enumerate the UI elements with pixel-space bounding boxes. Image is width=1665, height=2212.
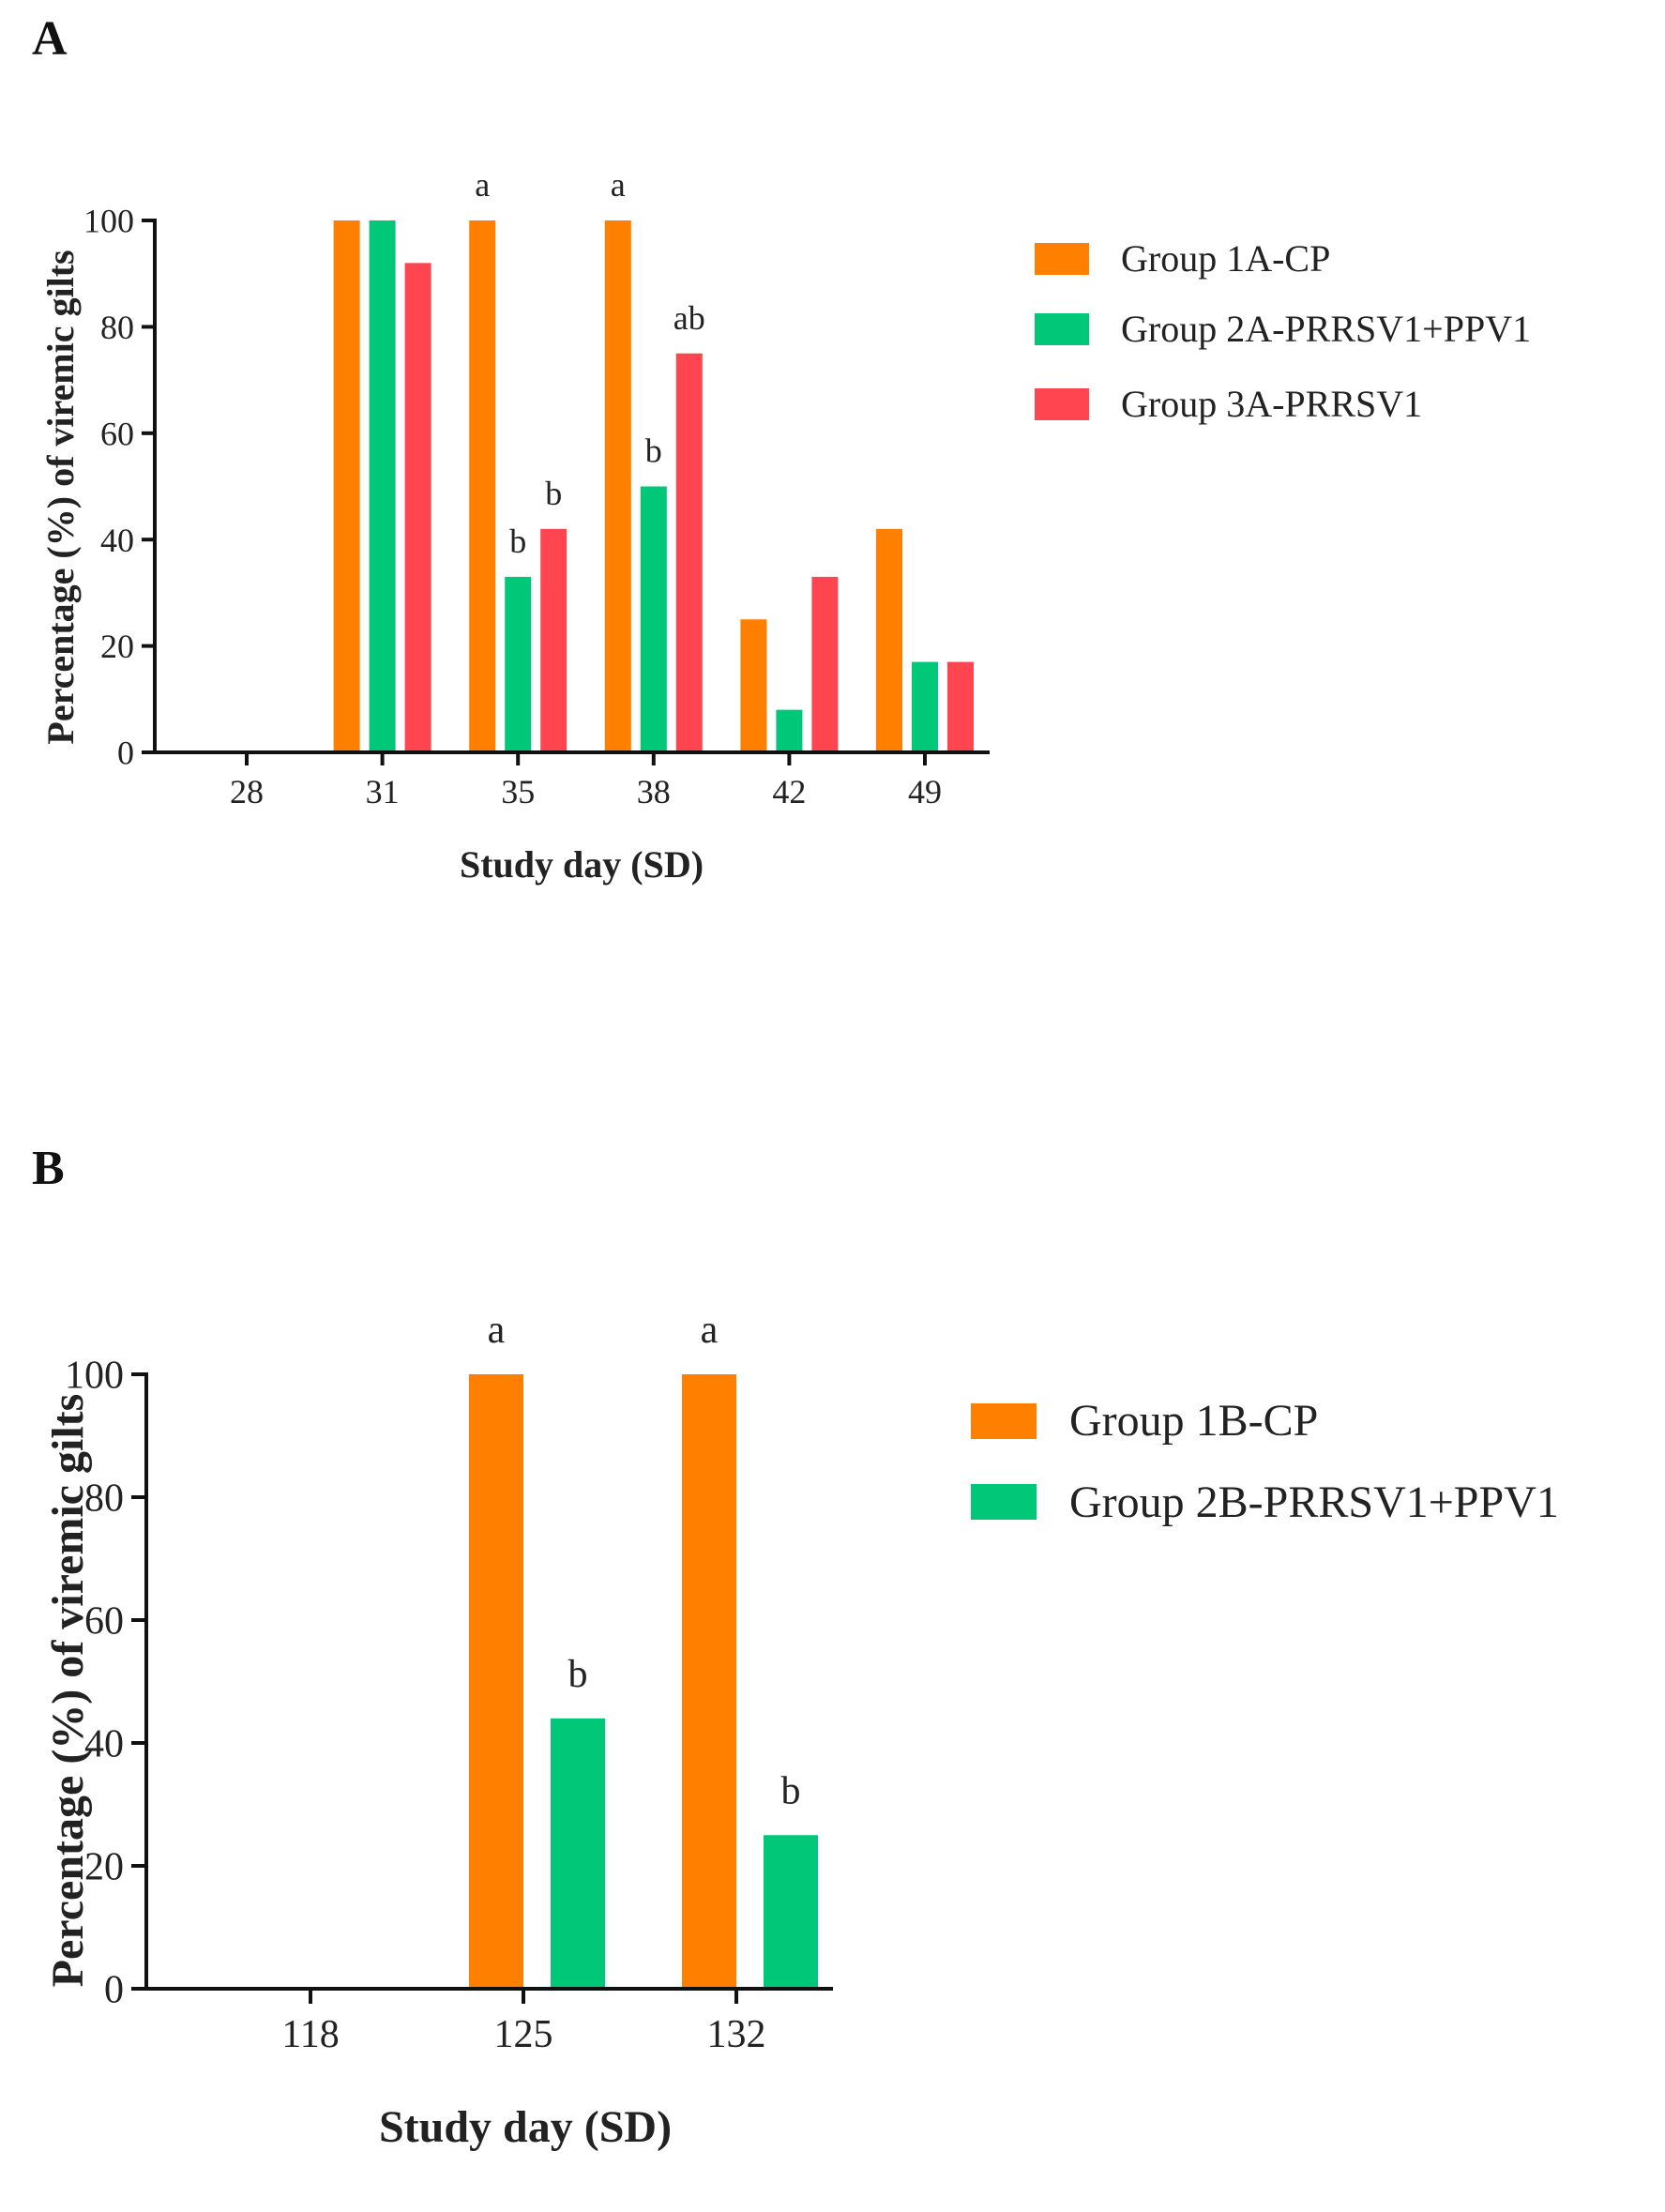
panel-a-bar-42-series-2 <box>776 709 803 752</box>
panel-a-significance-label: a <box>611 166 626 204</box>
panel-b-y-tick-label-20: 20 <box>84 1846 124 1889</box>
panel-a-bar-31-series-2 <box>369 220 396 752</box>
legend-swatch-group-3a <box>1035 388 1089 420</box>
panel-a-bar-35-series-1 <box>469 220 496 752</box>
panel-b-x-tick-label-132: 132 <box>707 2013 766 2056</box>
panel-a-y-tick-label-60: 60 <box>100 415 134 452</box>
panel-a-significance-label: b <box>545 475 562 512</box>
panel-a-y-tick-label-0: 0 <box>117 735 134 772</box>
panel-b-plot-area: 0 20 40 60 80 100 118 125 132 a a b b <box>65 1309 833 2056</box>
legend-label-group-2b: Group 2B-PRRSV1+PPV1 <box>1069 1477 1559 1527</box>
panel-a-significance-label: b <box>509 523 526 560</box>
panel-a-x-tick-label-31: 31 <box>366 773 400 811</box>
legend-label-group-3a: Group 3A-PRRSV1 <box>1121 383 1422 425</box>
panel-a-y-tick-label-40: 40 <box>100 522 134 559</box>
panel-b: B Percentage (%) of viremic gilts Study … <box>32 1142 1559 2152</box>
panel-b-bar-125-series-2 <box>551 1718 605 1989</box>
panel-a-x-tick-label-35: 35 <box>501 773 535 811</box>
panel-a-y-tick-label-80: 80 <box>100 309 134 346</box>
panel-a-letter: A <box>32 12 68 66</box>
panel-a-significance-label: ab <box>674 299 705 337</box>
panel-a-y-axis-title: Percentage (%) of viremic gilts <box>39 250 82 744</box>
panel-a-bar-49-series-1 <box>876 528 902 752</box>
panel-a-legend: Group 1A-CP Group 2A-PRRSV1+PPV1 Group 3… <box>1035 237 1531 425</box>
panel-a-bar-31-series-1 <box>333 220 360 752</box>
panel-a-bar-31-series-3 <box>404 263 431 752</box>
panel-b-bar-132-series-2 <box>764 1835 818 1989</box>
panel-b-y-tick-label-0: 0 <box>104 1969 124 2012</box>
panel-a-bar-42-series-1 <box>740 619 767 752</box>
panel-b-y-tick-label-100: 100 <box>65 1355 124 1398</box>
panel-a-x-axis-title: Study day (SD) <box>460 843 704 886</box>
panel-b-significance-label: b <box>781 1769 801 1812</box>
panel-a-x-tick-label-28: 28 <box>230 773 264 811</box>
panel-a-bar-38-series-3 <box>675 353 703 752</box>
panel-b-y-axis-title: Percentage (%) of viremic gilts <box>43 1394 93 1988</box>
panel-b-x-axis-title: Study day (SD) <box>379 2102 672 2152</box>
panel-b-bar-125-series-1 <box>469 1374 523 1989</box>
panel-b-significance-label: a <box>701 1309 719 1352</box>
panel-b-y-tick-label-60: 60 <box>84 1600 124 1644</box>
panel-a-x-tick-label-42: 42 <box>772 773 806 811</box>
panel-a: A Percentage (%) of viremic gilts Study … <box>32 12 1531 886</box>
panel-a-bar-38-series-2 <box>640 486 667 752</box>
panel-a-y-tick-label-20: 20 <box>100 628 134 665</box>
panel-b-x-tick-label-118: 118 <box>281 2013 339 2056</box>
panel-b-y-tick-label-40: 40 <box>84 1723 124 1766</box>
panel-a-y-tick-label-100: 100 <box>83 203 134 240</box>
legend-label-group-2a: Group 2A-PRRSV1+PPV1 <box>1121 308 1531 350</box>
legend-label-group-1b: Group 1B-CP <box>1069 1396 1318 1446</box>
panel-b-x-tick-label-125: 125 <box>494 2013 553 2056</box>
panel-b-bar-132-series-1 <box>682 1374 736 1989</box>
panel-a-bar-35-series-2 <box>505 576 532 752</box>
panel-b-y-tick-label-80: 80 <box>84 1477 124 1521</box>
panel-a-bar-42-series-3 <box>811 576 839 752</box>
panel-b-significance-label: b <box>568 1653 588 1696</box>
panel-a-bar-49-series-2 <box>912 661 938 752</box>
panel-a-significance-label: b <box>645 432 662 470</box>
panel-a-bar-49-series-3 <box>947 661 974 752</box>
legend-swatch-group-1a <box>1035 243 1089 275</box>
panel-a-bar-38-series-1 <box>604 220 631 752</box>
legend-swatch-group-2a <box>1035 313 1089 345</box>
panel-a-x-tick-label-38: 38 <box>637 773 671 811</box>
panel-a-significance-label: a <box>475 166 490 204</box>
panel-a-x-tick-label-49: 49 <box>908 773 942 811</box>
panel-b-significance-label: a <box>488 1309 506 1352</box>
panel-a-bar-35-series-3 <box>540 528 568 752</box>
legend-swatch-group-1b <box>971 1403 1037 1439</box>
legend-swatch-group-2b <box>971 1484 1037 1520</box>
panel-b-letter: B <box>32 1142 65 1195</box>
panel-b-legend: Group 1B-CP Group 2B-PRRSV1+PPV1 <box>971 1396 1559 1527</box>
legend-label-group-1a: Group 1A-CP <box>1121 237 1330 280</box>
